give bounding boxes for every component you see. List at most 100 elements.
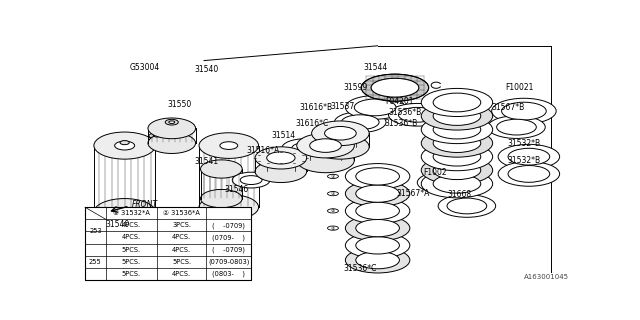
Text: (0803-    ): (0803- ) [212, 271, 245, 277]
Ellipse shape [433, 147, 481, 166]
Text: 4PCS.: 4PCS. [172, 271, 191, 277]
Text: 5PCS.: 5PCS. [122, 259, 141, 265]
Ellipse shape [115, 141, 134, 150]
Text: 31546: 31546 [224, 185, 248, 195]
Ellipse shape [154, 134, 161, 137]
Text: 31536*B: 31536*B [385, 119, 418, 128]
Text: 31544: 31544 [363, 63, 387, 72]
Ellipse shape [356, 168, 399, 185]
Text: 31540: 31540 [105, 220, 129, 229]
Ellipse shape [335, 112, 386, 132]
Ellipse shape [421, 156, 493, 184]
Ellipse shape [421, 129, 493, 157]
Ellipse shape [328, 209, 339, 213]
Ellipse shape [149, 133, 165, 139]
Text: 5PCS.: 5PCS. [122, 271, 141, 277]
Ellipse shape [120, 140, 129, 145]
Text: 31541: 31541 [195, 157, 218, 166]
Ellipse shape [148, 133, 196, 154]
Ellipse shape [433, 93, 481, 112]
Text: 31550: 31550 [167, 100, 191, 109]
Text: 4PCS.: 4PCS. [172, 235, 191, 240]
Text: 253: 253 [89, 228, 102, 235]
Ellipse shape [433, 134, 481, 153]
Ellipse shape [421, 170, 493, 198]
Ellipse shape [267, 152, 295, 164]
Text: 31536*C: 31536*C [344, 264, 377, 273]
Text: 31540: 31540 [195, 65, 219, 74]
Ellipse shape [417, 172, 472, 193]
Ellipse shape [356, 237, 399, 254]
Ellipse shape [312, 121, 369, 146]
Text: ① 31532*A: ① 31532*A [113, 210, 150, 216]
Text: ②: ② [331, 208, 335, 213]
Ellipse shape [508, 165, 550, 182]
Ellipse shape [199, 133, 259, 158]
Ellipse shape [497, 119, 536, 135]
Text: 31599: 31599 [343, 83, 367, 92]
Ellipse shape [328, 192, 339, 196]
Ellipse shape [328, 226, 339, 230]
Text: 31532*B: 31532*B [508, 156, 541, 165]
Text: ①: ① [331, 174, 335, 179]
Bar [85, 207, 251, 280]
Text: (0709-0803): (0709-0803) [208, 259, 250, 265]
Ellipse shape [388, 103, 446, 126]
Ellipse shape [356, 202, 399, 220]
Ellipse shape [346, 181, 410, 206]
Ellipse shape [355, 99, 396, 116]
Ellipse shape [356, 220, 399, 237]
Ellipse shape [297, 148, 355, 173]
Ellipse shape [346, 247, 410, 273]
Ellipse shape [346, 96, 405, 119]
Ellipse shape [488, 116, 545, 139]
Ellipse shape [346, 164, 410, 189]
Text: 31567*A: 31567*A [397, 189, 430, 198]
Ellipse shape [346, 215, 410, 241]
Ellipse shape [312, 134, 369, 159]
Ellipse shape [421, 116, 493, 144]
Ellipse shape [255, 147, 307, 169]
Ellipse shape [361, 74, 429, 101]
Ellipse shape [324, 126, 356, 140]
Ellipse shape [220, 142, 237, 149]
Text: 31616*C: 31616*C [296, 119, 329, 128]
Ellipse shape [421, 143, 493, 171]
Ellipse shape [240, 176, 262, 185]
Text: 31536*B: 31536*B [388, 108, 422, 117]
Ellipse shape [356, 185, 399, 202]
Ellipse shape [148, 118, 196, 139]
Ellipse shape [292, 143, 319, 154]
Ellipse shape [447, 198, 486, 214]
Ellipse shape [421, 88, 493, 116]
Text: (    -0709): ( -0709) [212, 222, 245, 228]
Ellipse shape [328, 174, 339, 179]
Text: 31668: 31668 [447, 190, 472, 199]
Ellipse shape [371, 78, 419, 97]
Text: 3PCS.: 3PCS. [172, 222, 191, 228]
Ellipse shape [399, 108, 436, 122]
Text: F10021: F10021 [505, 83, 533, 92]
Ellipse shape [492, 98, 556, 124]
Ellipse shape [433, 161, 481, 180]
Ellipse shape [310, 139, 341, 152]
Text: FRONT: FRONT [132, 200, 158, 209]
Text: 31567*B: 31567*B [491, 103, 524, 112]
Text: G53004: G53004 [129, 63, 159, 72]
Ellipse shape [346, 198, 410, 224]
Text: 31537: 31537 [331, 102, 355, 111]
Ellipse shape [255, 160, 307, 182]
Text: ①: ① [331, 191, 335, 196]
Ellipse shape [426, 175, 463, 190]
Ellipse shape [297, 133, 355, 158]
Ellipse shape [433, 174, 481, 193]
Ellipse shape [282, 139, 330, 157]
Text: (    -0709): ( -0709) [212, 246, 245, 253]
Ellipse shape [94, 198, 156, 226]
Text: 5PCS.: 5PCS. [172, 259, 191, 265]
Ellipse shape [200, 160, 242, 178]
Text: 4PCS.: 4PCS. [122, 222, 141, 228]
Text: ② 31536*A: ② 31536*A [163, 210, 200, 216]
Ellipse shape [94, 132, 156, 159]
Ellipse shape [421, 102, 493, 130]
